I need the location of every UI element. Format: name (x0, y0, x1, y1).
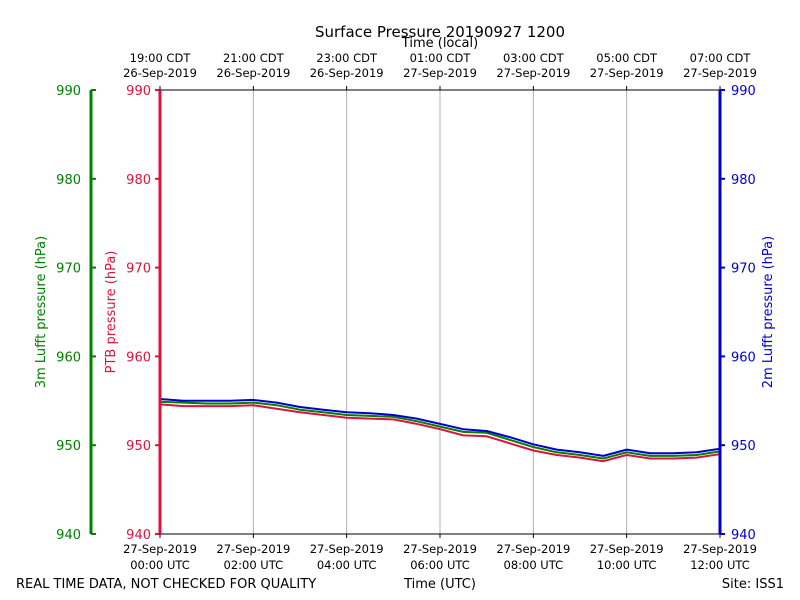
lufft3m-tick-label: 970 (56, 262, 81, 277)
lufft2m-tick-label: 960 (731, 350, 756, 365)
plot-area (158, 89, 722, 535)
top-axis-label: Time (local) (401, 36, 478, 51)
top-tick-time: 21:00 CDT (223, 51, 285, 65)
lufft2m-tick-label: 940 (731, 528, 756, 543)
top-tick-time: 07:00 CDT (690, 51, 752, 65)
lufft2m-series-line (159, 398, 721, 457)
lufft3m-tick-label: 950 (56, 439, 81, 454)
chart-title: Surface Pressure 20190927 1200 (315, 23, 565, 41)
ptb-series-line (159, 403, 721, 463)
ptb-tick-label: 970 (126, 262, 151, 277)
bottom-time-ticks: 27-Sep-2019 00:00 UTC 27-Sep-2019 02:00 UTC… (123, 534, 757, 572)
lufft3m-tick-label: 960 (56, 350, 81, 365)
bottom-tick-date: 27-Sep-2019 (496, 542, 570, 556)
bottom-tick-date: 27-Sep-2019 (683, 542, 757, 556)
lufft2m-axis-ticks: 940 950 960 970 980 990 (720, 84, 756, 543)
lufft3m-series-line (159, 400, 721, 460)
lufft3m-tick-label: 990 (56, 84, 81, 99)
gridlines (252, 90, 628, 534)
bottom-tick-time: 02:00 UTC (224, 558, 284, 572)
bottom-tick-date: 27-Sep-2019 (310, 542, 384, 556)
lufft3m-tick-label: 940 (56, 528, 81, 543)
top-tick-date: 27-Sep-2019 (403, 66, 477, 80)
top-tick-date: 26-Sep-2019 (123, 66, 197, 80)
top-tick-time: 03:00 CDT (503, 51, 565, 65)
top-tick-time: 19:00 CDT (130, 51, 192, 65)
ptb-tick-label: 940 (126, 528, 151, 543)
bottom-tick-time: 10:00 UTC (597, 558, 657, 572)
lufft3m-axis-ticks: 940 950 960 970 980 990 (56, 84, 96, 543)
lufft2m-axis-label: 2m Lufft pressure (hPa) (761, 236, 776, 388)
quality-disclaimer: REAL TIME DATA, NOT CHECKED FOR QUALITY (16, 577, 316, 592)
ptb-tick-label: 960 (126, 350, 151, 365)
lufft3m-tick-label: 980 (56, 173, 81, 188)
bottom-tick-time: 00:00 UTC (130, 558, 190, 572)
top-tick-date: 27-Sep-2019 (496, 66, 570, 80)
series-lines (159, 398, 721, 463)
bottom-tick-time: 04:00 UTC (317, 558, 377, 572)
ptb-axis-label: PTB pressure (hPa) (104, 251, 119, 374)
top-tick-date: 27-Sep-2019 (683, 66, 757, 80)
ptb-tick-label: 980 (126, 173, 151, 188)
top-tick-date: 27-Sep-2019 (590, 66, 664, 80)
top-tick-time: 23:00 CDT (316, 51, 378, 65)
bottom-tick-date: 27-Sep-2019 (123, 542, 197, 556)
top-tick-date: 26-Sep-2019 (310, 66, 384, 80)
bottom-tick-time: 06:00 UTC (410, 558, 470, 572)
lufft3m-axis-label: 3m Lufft pressure (hPa) (34, 236, 49, 388)
bottom-tick-time: 08:00 UTC (504, 558, 564, 572)
top-tick-time: 05:00 CDT (596, 51, 658, 65)
bottom-tick-date: 27-Sep-2019 (403, 542, 477, 556)
ptb-tick-label: 990 (126, 84, 151, 99)
lufft2m-tick-label: 990 (731, 84, 756, 99)
ptb-tick-label: 950 (126, 439, 151, 454)
lufft2m-tick-label: 970 (731, 262, 756, 277)
bottom-tick-time: 12:00 UTC (690, 558, 750, 572)
bottom-tick-date: 27-Sep-2019 (216, 542, 290, 556)
top-tick-time: 01:00 CDT (410, 51, 472, 65)
lufft2m-tick-label: 950 (731, 439, 756, 454)
x-axis-label: Time (UTC) (403, 577, 476, 592)
lufft2m-tick-label: 980 (731, 173, 756, 188)
bottom-tick-date: 27-Sep-2019 (590, 542, 664, 556)
site-label: Site: ISS1 (722, 577, 784, 592)
top-tick-date: 26-Sep-2019 (216, 66, 290, 80)
ptb-axis-ticks: 940 950 960 970 980 990 (126, 84, 160, 543)
